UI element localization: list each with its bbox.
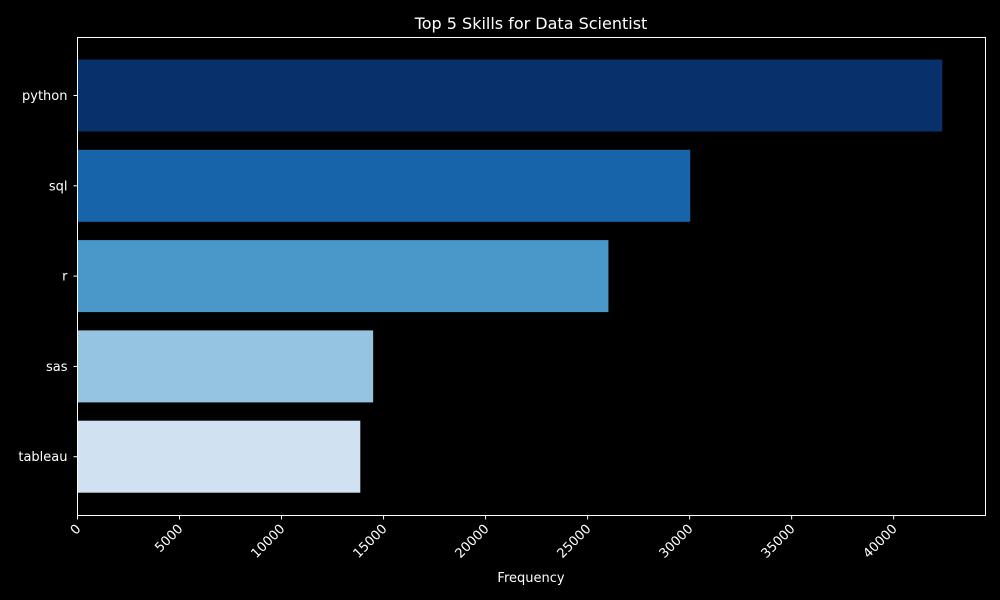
bar-r [77,240,609,313]
x-tick-label-25000: 25000 [555,522,595,562]
plot-frame [77,37,986,516]
x-tick-label-5000: 5000 [152,522,186,556]
x-axis-label: Frequency [497,571,564,586]
chart-title: Top 5 Skills for Data Scientist [414,14,648,33]
y-tick-label-sas: sas [46,360,68,375]
x-axis-ticks: 0 5000 10000 15000 20000 25000 30000 35000 40000 [68,515,901,562]
x-tick-label-30000: 30000 [657,522,697,562]
y-tick-label-r: r [62,270,68,285]
bar-tableau [77,420,361,493]
y-tick-label-tableau: tableau [18,450,67,465]
y-tick-label-python: python [22,89,67,104]
bar-python [77,59,943,132]
bars [77,59,943,493]
y-axis-ticks: python sql r sas tableau [18,89,78,465]
y-tick-label-sql: sql [49,179,68,194]
x-tick-label-40000: 40000 [861,522,901,562]
bar-sas [77,330,374,403]
x-tick-label-20000: 20000 [453,522,493,562]
x-tick-label-15000: 15000 [351,522,391,562]
bar-sql [77,149,691,222]
x-tick-label-35000: 35000 [759,522,799,562]
x-tick-label-0: 0 [68,522,84,538]
x-tick-label-10000: 10000 [249,522,289,562]
